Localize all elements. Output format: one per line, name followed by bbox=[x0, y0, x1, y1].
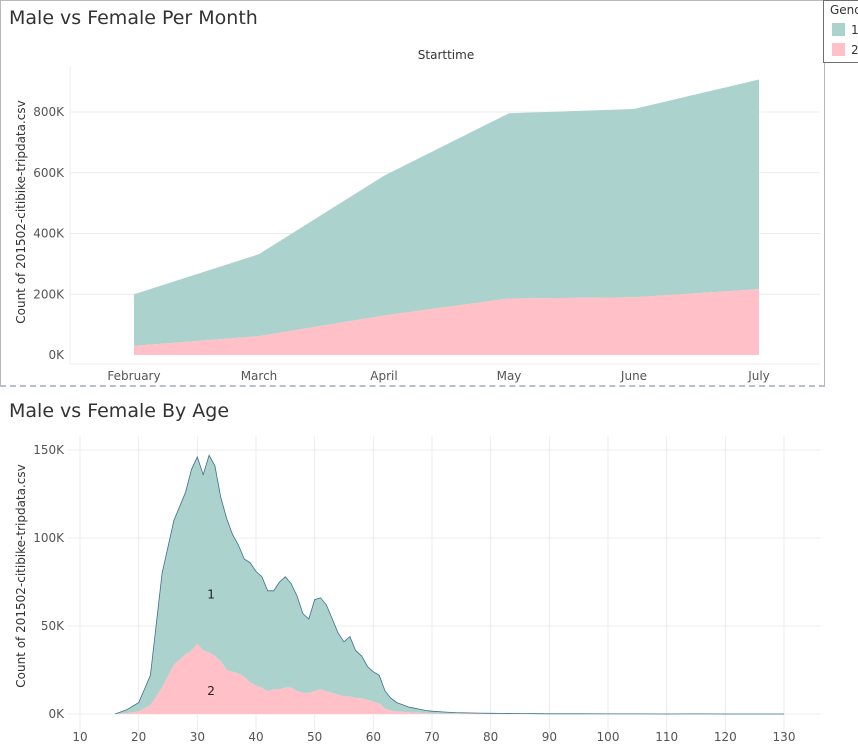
age-x-tick-label: 110 bbox=[655, 730, 678, 744]
age-x-tick-label: 130 bbox=[773, 730, 796, 744]
month-y-tick-label: 600K bbox=[33, 166, 65, 180]
month-x-tick-label: April bbox=[370, 369, 397, 383]
legend-label-1: 1 bbox=[851, 22, 858, 37]
month-area-series-1[interactable] bbox=[134, 79, 759, 346]
legend-item-2[interactable]: 2 bbox=[832, 42, 858, 57]
month-y-tick-label: 400K bbox=[33, 227, 65, 241]
month-x-tick-label: July bbox=[747, 369, 770, 383]
month-y-tick-label: 0K bbox=[48, 348, 65, 362]
age-x-tick-label: 10 bbox=[72, 730, 87, 744]
age-x-tick-label: 50 bbox=[307, 730, 322, 744]
month-y-tick-label: 800K bbox=[33, 105, 65, 119]
month-chart-title: Male vs Female Per Month bbox=[9, 7, 258, 29]
month-chart-subtitle: Starttime bbox=[418, 48, 474, 62]
age-y-tick-label: 150K bbox=[33, 443, 65, 457]
month-chart-ylabel: Count of 201502-citibike-tripdata.csv bbox=[14, 100, 28, 324]
month-chart-panel bbox=[0, 0, 825, 387]
age-y-tick-label: 100K bbox=[33, 531, 65, 545]
age-x-tick-label: 90 bbox=[542, 730, 557, 744]
legend-title: Gender bbox=[830, 3, 858, 17]
legend-item-1[interactable]: 1 bbox=[832, 22, 858, 37]
age-x-tick-label: 70 bbox=[424, 730, 439, 744]
month-x-tick-label: March bbox=[241, 369, 278, 383]
age-y-tick-label: 0K bbox=[48, 707, 65, 721]
month-area-chart: Starttime Count of 201502-citibike-tripd… bbox=[14, 48, 820, 383]
month-area-series-2[interactable] bbox=[134, 289, 759, 355]
age-x-tick-label: 80 bbox=[483, 730, 498, 744]
month-x-tick-label: February bbox=[107, 369, 160, 383]
age-x-tick-label: 60 bbox=[366, 730, 381, 744]
age-chart-title: Male vs Female By Age bbox=[9, 400, 230, 422]
age-series-annotation: 1 bbox=[207, 587, 215, 601]
age-x-tick-label: 100 bbox=[597, 730, 620, 744]
month-x-tick-label: May bbox=[497, 369, 522, 383]
legend-swatch-1 bbox=[832, 23, 845, 36]
age-area-series-2[interactable] bbox=[115, 643, 784, 714]
age-chart-ylabel: Count of 201502-citibike-tripdata.csv bbox=[14, 464, 28, 688]
legend-swatch-2 bbox=[832, 43, 845, 56]
age-x-tick-label: 20 bbox=[131, 730, 146, 744]
age-x-tick-label: 30 bbox=[190, 730, 205, 744]
gender-legend: Gender 1 2 bbox=[823, 0, 858, 63]
month-y-tick-label: 200K bbox=[33, 287, 65, 301]
age-series-1-outline bbox=[115, 454, 784, 715]
age-x-tick-label: 40 bbox=[248, 730, 263, 744]
age-series-annotation: 2 bbox=[207, 684, 215, 698]
month-x-tick-label: June bbox=[620, 369, 647, 383]
age-x-tick-label: 120 bbox=[714, 730, 737, 744]
age-area-series-1[interactable] bbox=[115, 455, 784, 714]
age-y-tick-label: 50K bbox=[41, 619, 65, 633]
legend-label-2: 2 bbox=[851, 42, 858, 57]
